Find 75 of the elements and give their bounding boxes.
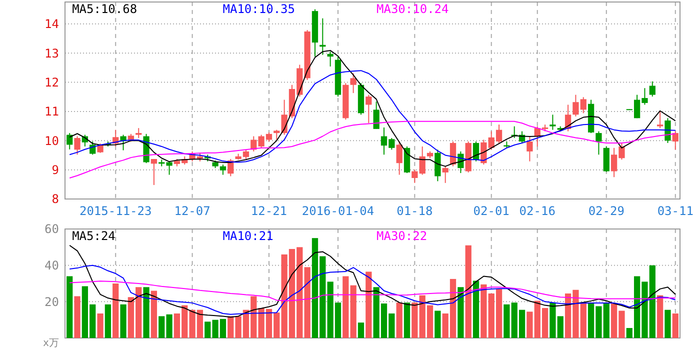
x-tick-label: 02-29 [588,204,624,218]
candlestick [412,169,418,184]
text: MA10:10.35 [222,2,295,16]
bar [342,276,349,338]
x-tick-label: 01-18 [396,204,433,218]
candlestick [327,51,334,67]
candlestick [220,164,226,176]
candlestick [649,80,656,98]
x-tick-label: 03-11 [657,204,694,218]
bar [97,313,104,338]
bar [412,302,418,338]
bar [120,304,126,338]
candlestick [550,114,556,130]
candlestick [603,146,610,172]
y-tick-label: 10 [44,134,59,148]
bar [434,310,441,338]
bar [350,285,356,338]
y-tick-label: 40 [44,258,59,273]
y-tick-label: 14 [44,17,59,32]
y-tick-label: 8 [52,192,59,206]
bar [396,302,402,338]
bar [366,272,372,338]
bar [465,245,472,338]
y-tick-label: 20 [44,294,59,309]
candlestick [596,130,602,156]
bar [104,304,112,338]
y-tick-label: 13 [44,46,59,60]
bar [112,284,119,338]
line-series [69,244,676,318]
candlestick [526,136,533,162]
candlestick [396,141,402,176]
text: MA30:22 [376,229,428,243]
bar [404,302,410,338]
candlestick [136,128,142,139]
candlestick [150,158,158,186]
bar [458,287,464,338]
x-tick-label: 12-21 [250,204,288,218]
bar [66,276,73,338]
candlestick [90,141,96,156]
text: MA10:21 [222,229,274,243]
x-tick-label: 2015-11-23 [79,204,152,218]
candlestick [419,146,426,176]
text: MA30:10.24 [376,2,449,16]
x-tick-label: 12-07 [174,204,210,218]
candlestick [366,94,372,124]
candlestick [97,143,104,154]
candlestick [442,166,448,184]
candlestick [434,149,441,182]
candlestick [664,118,671,144]
bar [358,322,364,338]
y-tick-label: 12 [44,75,59,90]
bar [656,295,664,338]
y-tick-label: 9 [52,163,59,178]
candlestick [74,136,80,156]
x-tick-label: 02-16 [519,204,556,218]
text: MA5:10.68 [72,2,138,16]
candlestick [672,130,678,150]
candlestick [656,110,664,129]
y-axis-title: x万 [42,338,59,349]
bar [150,290,158,338]
bar [472,280,480,338]
line-series [69,264,676,315]
candlestick [373,101,380,130]
bar [143,287,150,338]
bar [304,267,310,338]
bar [664,310,671,338]
candlestick [350,72,356,94]
x-tick-label: 2016-01-04 [302,204,374,218]
x-tick-label: 02-01 [473,204,510,218]
line-series [69,280,676,302]
y-tick-label: 11 [44,104,59,119]
bar [672,313,678,338]
y-tick-label: 60 [44,222,59,236]
bar [74,296,80,338]
series-label: MA5:24 [72,229,116,243]
